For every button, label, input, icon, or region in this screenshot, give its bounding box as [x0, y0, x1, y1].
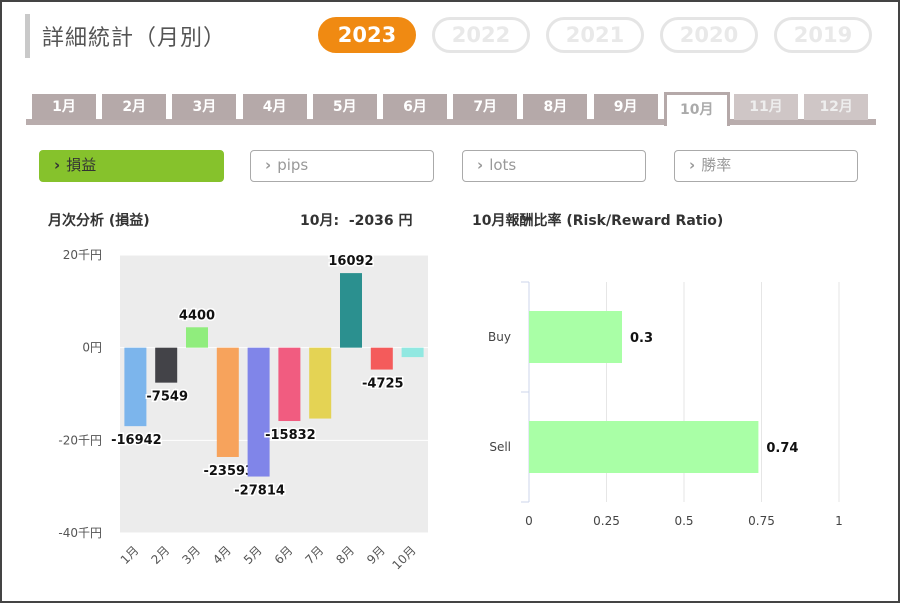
x-tick-label: 0 [525, 514, 533, 528]
y-tick-label: -40千円 [58, 526, 102, 540]
summary-label: 10月: [300, 213, 340, 229]
ratio-heading: 10月報酬比率 (Risk/Reward Ratio) [472, 213, 724, 229]
metric-tab-winrate[interactable]: › 勝率 [674, 150, 858, 182]
metric-tab-label: pips [277, 156, 309, 174]
data-label: 0.3 [630, 331, 653, 346]
data-label: -7549 [146, 390, 188, 405]
month-tab-9[interactable]: 9月 [593, 94, 658, 120]
month-tab-6[interactable]: 6月 [383, 94, 447, 120]
data-label: -16942 [111, 433, 162, 448]
month-tab-12[interactable]: 12月 [804, 94, 869, 120]
bar-sell[interactable] [529, 421, 759, 473]
y-category-label: Sell [489, 440, 511, 454]
monthly-summary: 10月: -2036 円 [300, 210, 413, 230]
x-tick-label: 6月 [272, 543, 296, 567]
chevron-right-icon: › [265, 156, 272, 174]
month-tab-8[interactable]: 8月 [523, 94, 588, 120]
plot-area [120, 255, 428, 533]
month-tabs: 1月 2月 3月 4月 5月 6月 7月 8月 9月 10月 11月 12月 [26, 84, 876, 126]
metric-tab-pips[interactable]: › pips [250, 150, 434, 182]
month-tab-2[interactable]: 2月 [102, 94, 167, 120]
year-tab-2022[interactable]: 2022 [432, 17, 530, 53]
bar-1[interactable] [124, 347, 147, 427]
month-tab-10[interactable]: 10月 [663, 92, 730, 126]
chevron-right-icon: › [477, 156, 484, 174]
y-tick-label: -20千円 [58, 433, 102, 447]
metric-tab-pl[interactable]: › 損益 [39, 150, 224, 182]
x-tick-label: 7月 [303, 543, 327, 567]
x-tick-label: 9月 [364, 543, 388, 567]
chevron-right-icon: › [54, 156, 61, 174]
year-tab-2019[interactable]: 2019 [774, 17, 872, 53]
x-tick-label: 1月 [118, 543, 142, 567]
data-label: -15832 [265, 428, 316, 443]
month-tab-3[interactable]: 3月 [172, 94, 237, 120]
metric-tab-label: 勝率 [701, 156, 732, 174]
x-tick-label: 5月 [241, 543, 265, 567]
bar-2[interactable] [155, 347, 178, 383]
x-tick-label: 0.75 [748, 514, 775, 528]
month-tab-11[interactable]: 11月 [734, 94, 798, 120]
monthly-pl-chart: 20千円 0円 -20千円 -40千円 -16942 1月 -7549 2月 4400 3月 -23… [58, 248, 428, 572]
data-label: 0.74 [766, 441, 798, 456]
bar-10[interactable] [401, 347, 424, 358]
title-accent-bar [25, 14, 30, 58]
bar-5[interactable] [247, 347, 270, 477]
monthly-heading: 月次分析 (損益) [48, 213, 150, 229]
month-tab-4[interactable]: 4月 [242, 94, 307, 120]
x-tick-label: 2月 [149, 543, 173, 567]
y-tick-label: 0円 [82, 341, 102, 355]
bar-4[interactable] [216, 347, 239, 457]
year-tab-2023[interactable]: 2023 [318, 17, 416, 53]
x-tick-label: 1 [835, 514, 843, 528]
x-tick-label: 0.25 [593, 514, 620, 528]
metric-tab-lots[interactable]: › lots [462, 150, 646, 182]
y-category-label: Buy [488, 330, 511, 344]
x-tick-label: 8月 [333, 543, 357, 567]
x-tick-label: 0.5 [674, 514, 693, 528]
metric-tab-label: lots [489, 156, 517, 174]
bar-8[interactable] [340, 273, 362, 348]
data-label: 4400 [179, 308, 215, 323]
risk-reward-chart: 0 0.25 0.5 0.75 1 0.3 Buy 0.74 Sell [488, 281, 843, 528]
page-title: 詳細統計（月別） [42, 26, 227, 51]
month-tab-1[interactable]: 1月 [32, 94, 96, 120]
bar-buy[interactable] [529, 311, 622, 363]
x-tick-label: 4月 [210, 543, 234, 567]
bar-3[interactable] [186, 327, 208, 348]
metric-tab-label: 損益 [66, 156, 97, 174]
chevron-right-icon: › [689, 156, 696, 174]
summary-value: -2036 円 [348, 213, 413, 229]
year-tab-2020[interactable]: 2020 [660, 17, 758, 53]
data-label: -23593 [203, 464, 254, 479]
year-tab-2021[interactable]: 2021 [546, 17, 644, 53]
x-tick-label: 3月 [179, 543, 203, 567]
bar-6[interactable] [278, 347, 301, 422]
bar-9[interactable] [370, 347, 393, 370]
month-tab-5[interactable]: 5月 [312, 94, 377, 120]
data-label: 16092 [328, 254, 373, 269]
x-tick-label: 10月 [390, 543, 419, 572]
month-tab-7[interactable]: 7月 [453, 94, 518, 120]
month-tab-baseline [26, 119, 876, 125]
data-label: -4725 [362, 377, 404, 392]
data-label: -27814 [234, 484, 285, 499]
bar-7[interactable] [309, 347, 332, 419]
y-tick-label: 20千円 [63, 248, 102, 262]
